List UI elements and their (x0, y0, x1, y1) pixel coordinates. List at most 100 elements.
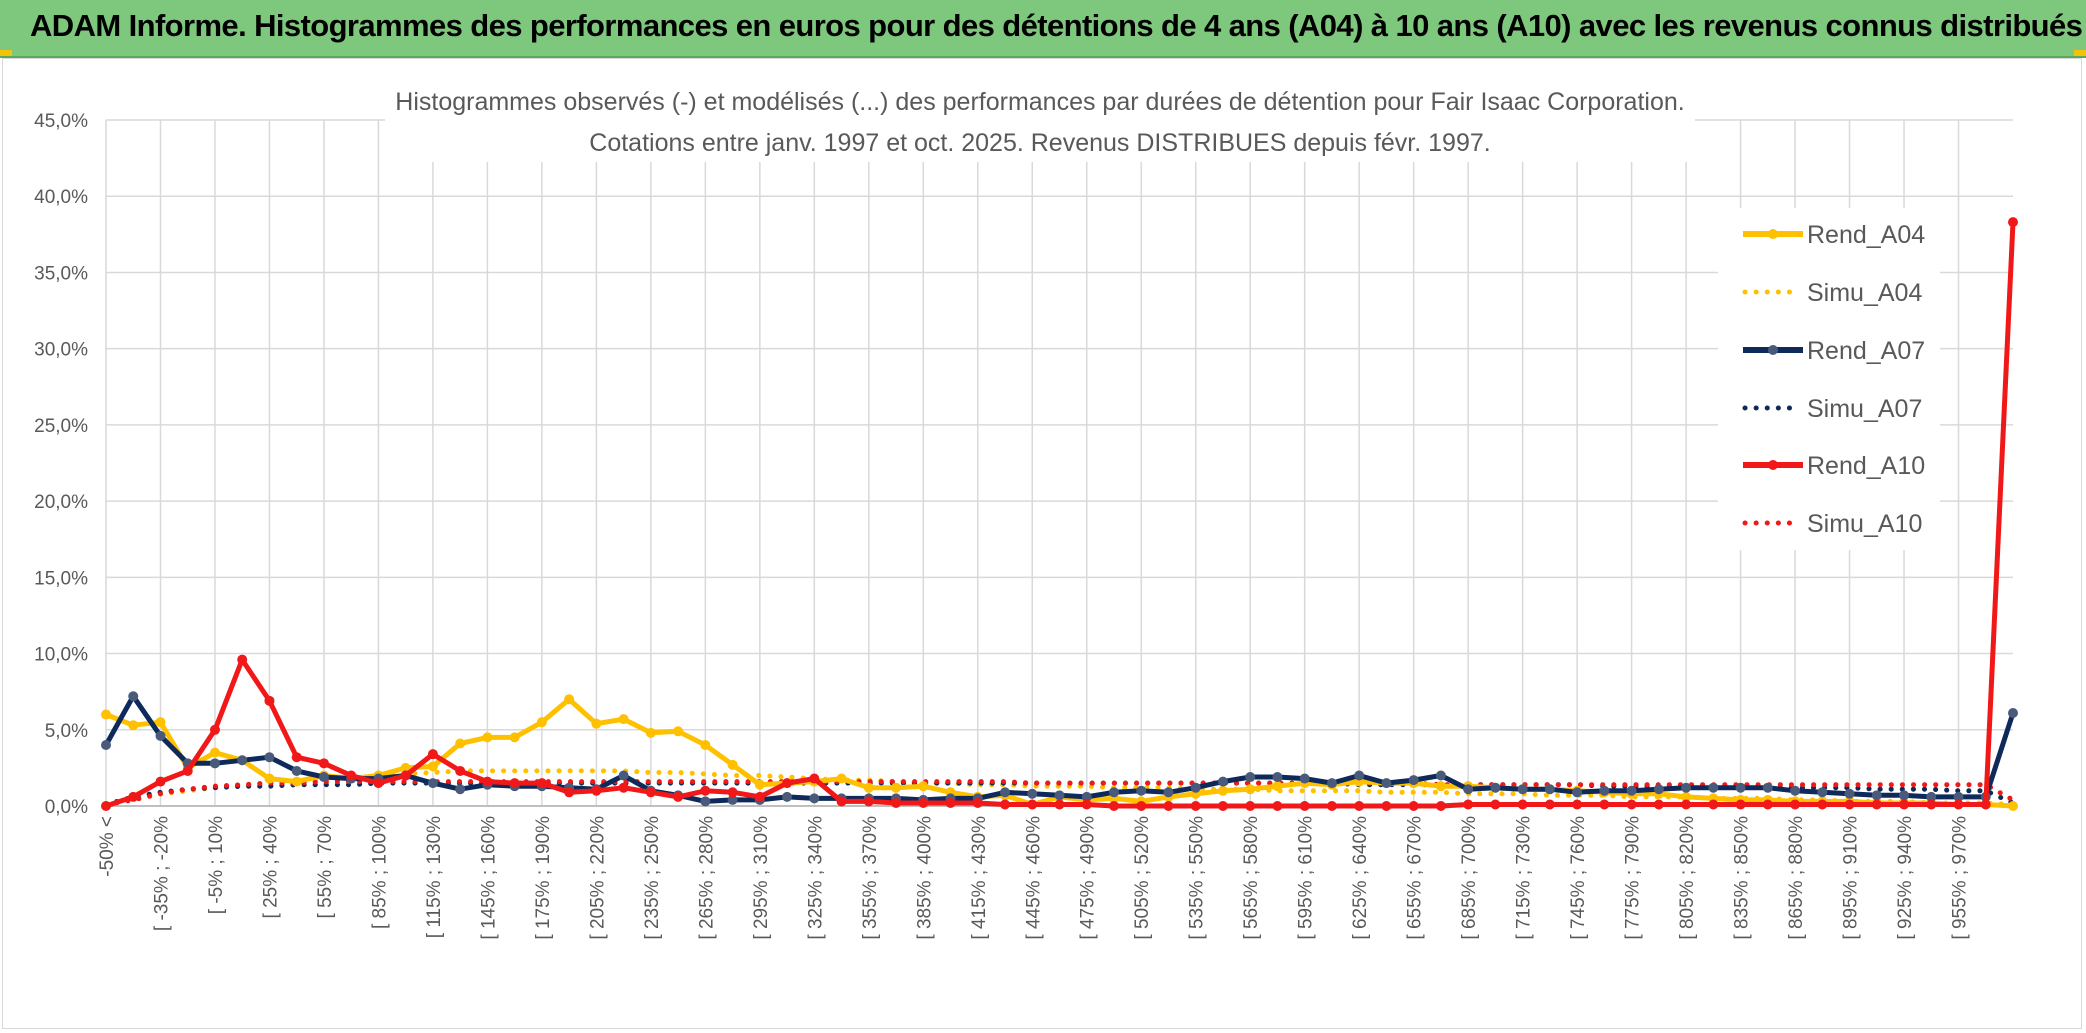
data-point (564, 787, 575, 798)
x-axis: -50% < [ -35% ; -20% [ -5% ; 10% [ 25% ; 40… (97, 816, 1971, 940)
data-point (972, 797, 983, 808)
data-point (1544, 799, 1555, 810)
data-point (373, 778, 384, 789)
data-point (754, 791, 765, 802)
data-point (1354, 770, 1365, 781)
x-tick-label: [ -5% ; 10% (206, 816, 227, 914)
data-point (1653, 784, 1664, 795)
legend-marker (1768, 345, 1778, 355)
data-point (318, 772, 329, 783)
x-tick-label: [ 385% ; 400% (914, 816, 935, 940)
data-point (1544, 784, 1555, 795)
x-tick-label: [ 145% ; 160% (478, 816, 499, 940)
data-point (1381, 778, 1392, 789)
data-point (1408, 775, 1419, 786)
data-point (182, 765, 193, 776)
data-point (727, 794, 738, 805)
data-point (1136, 801, 1147, 811)
x-tick-label: [ 805% ; 820% (1677, 816, 1698, 940)
data-point (1000, 799, 1011, 810)
x-tick-label: [ 925% ; 940% (1895, 816, 1916, 940)
data-point (618, 782, 629, 793)
x-tick-label: [ 445% ; 460% (1023, 816, 1044, 940)
data-point (1435, 801, 1446, 811)
data-point (1762, 782, 1773, 793)
data-point (209, 724, 220, 735)
data-point (809, 793, 820, 804)
data-point (1272, 801, 1283, 811)
x-tick-label: [ 85% ; 100% (369, 816, 390, 929)
data-point (536, 778, 547, 789)
data-point (1953, 791, 1964, 802)
data-point (1108, 801, 1119, 811)
data-point (1626, 799, 1637, 810)
chart-title: Histogrammes observés (-) et modélisés (… (395, 88, 1684, 116)
legend-item-simu-a10: Simu_A10 (1742, 510, 1922, 538)
data-point (1490, 799, 1501, 810)
data-point (1708, 799, 1719, 810)
data-point (1326, 801, 1337, 811)
y-tick-label: 20,0% (34, 492, 88, 513)
data-point (264, 752, 275, 763)
x-tick-label: [ 655% ; 670% (1405, 816, 1426, 940)
data-point (237, 654, 248, 665)
legend-label: Simu_A07 (1807, 395, 1922, 423)
data-point (1326, 778, 1337, 789)
x-tick-label: [ 25% ; 40% (260, 816, 281, 919)
data-point (291, 776, 302, 787)
data-point (1354, 801, 1365, 811)
data-point (1517, 799, 1528, 810)
data-point (1435, 781, 1446, 792)
data-point (1435, 770, 1446, 781)
x-tick-label: [ 595% ; 610% (1296, 816, 1317, 940)
data-point (782, 791, 793, 802)
corner-accent-right (2074, 50, 2086, 56)
data-point (1190, 801, 1201, 811)
data-point (1054, 799, 1065, 810)
data-point (645, 787, 656, 798)
x-tick-label: [ 625% ; 640% (1350, 816, 1371, 940)
data-point (346, 770, 357, 781)
legend-marker (1768, 229, 1778, 239)
x-tick-label: [ 535% ; 550% (1187, 816, 1208, 940)
data-point (782, 778, 793, 789)
y-tick-label: 0,0% (45, 797, 88, 818)
series-line-Simu_A04 (103, 768, 2016, 807)
y-tick-label: 10,0% (34, 645, 88, 666)
data-point (427, 749, 438, 760)
data-point (645, 727, 656, 738)
data-point (155, 730, 166, 741)
x-tick-label: [ 55% ; 70% (315, 816, 336, 919)
data-point (427, 761, 438, 772)
data-point (128, 691, 139, 702)
data-point (155, 776, 166, 787)
data-point (1027, 788, 1038, 799)
legend-item-rend-a10: Rend_A10 (1743, 452, 1925, 480)
data-point (1626, 785, 1637, 796)
data-point (1245, 801, 1256, 811)
y-tick-label: 30,0% (34, 340, 88, 361)
data-point (836, 796, 847, 807)
data-point (1899, 799, 1910, 810)
data-point (891, 782, 902, 793)
data-point (727, 759, 738, 770)
legend-item-simu-a07: Simu_A07 (1742, 395, 1922, 423)
series-simu-a04 (103, 768, 2016, 807)
data-point (673, 726, 684, 737)
x-tick-label: [ 775% ; 790% (1623, 816, 1644, 940)
data-point (918, 781, 929, 792)
legend-marker (1768, 460, 1778, 470)
data-point (863, 796, 874, 807)
data-point (891, 797, 902, 808)
data-point (618, 714, 629, 725)
x-tick-label: [ -35% ; -20% (151, 816, 172, 931)
data-point (455, 738, 466, 749)
legend-label: Rend_A07 (1807, 337, 1925, 365)
data-point (700, 785, 711, 796)
x-tick-label: [ 835% ; 850% (1732, 816, 1753, 940)
data-point (482, 776, 493, 787)
data-point (1735, 782, 1746, 793)
data-point (945, 797, 956, 808)
data-point (1681, 799, 1692, 810)
legend-label: Rend_A04 (1807, 221, 1925, 249)
